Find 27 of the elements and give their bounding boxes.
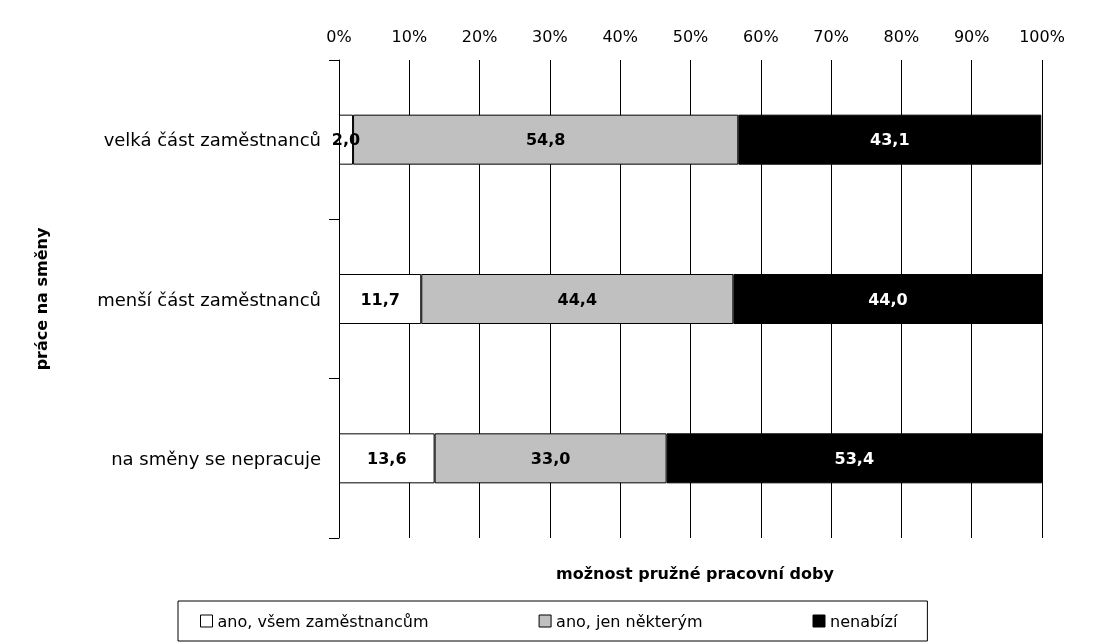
x-tick-label: 30% xyxy=(532,26,568,46)
data-label: 53,4 xyxy=(834,448,875,468)
data-label: 33,0 xyxy=(530,448,571,468)
y-axis-title: práce na směny xyxy=(31,227,51,371)
data-label: 43,1 xyxy=(870,130,910,150)
legend-label: ano, jen některým xyxy=(556,611,703,631)
x-tick-label: 50% xyxy=(672,26,709,46)
x-tick-label: 60% xyxy=(743,26,779,46)
x-tick-label: 80% xyxy=(883,26,920,46)
data-label: 44,4 xyxy=(557,289,598,309)
data-label: 54,8 xyxy=(525,130,566,150)
x-tick-label: 10% xyxy=(391,26,428,46)
x-axis-title: možnost pružné pracovní doby xyxy=(556,563,835,583)
data-label: 11,7 xyxy=(360,289,400,309)
x-tick-label: 70% xyxy=(813,26,849,46)
x-tick-label: 20% xyxy=(461,26,498,46)
x-tick-label: 90% xyxy=(953,26,990,46)
x-tick-label: 100% xyxy=(1019,26,1065,46)
data-label: 13,6 xyxy=(367,448,407,468)
x-tick-label: 40% xyxy=(602,26,638,46)
legend-label: ano, všem zaměstnancům xyxy=(217,611,429,631)
y-tick-label: menší část zaměstnanců xyxy=(97,288,321,310)
y-tick-label: na směny se nepracuje xyxy=(111,447,321,469)
x-tick-label: 0% xyxy=(326,26,352,46)
y-tick-label: velká část zaměstnanců xyxy=(103,129,321,151)
data-label: 44,0 xyxy=(868,289,908,309)
legend-label: nenabízí xyxy=(830,611,898,631)
